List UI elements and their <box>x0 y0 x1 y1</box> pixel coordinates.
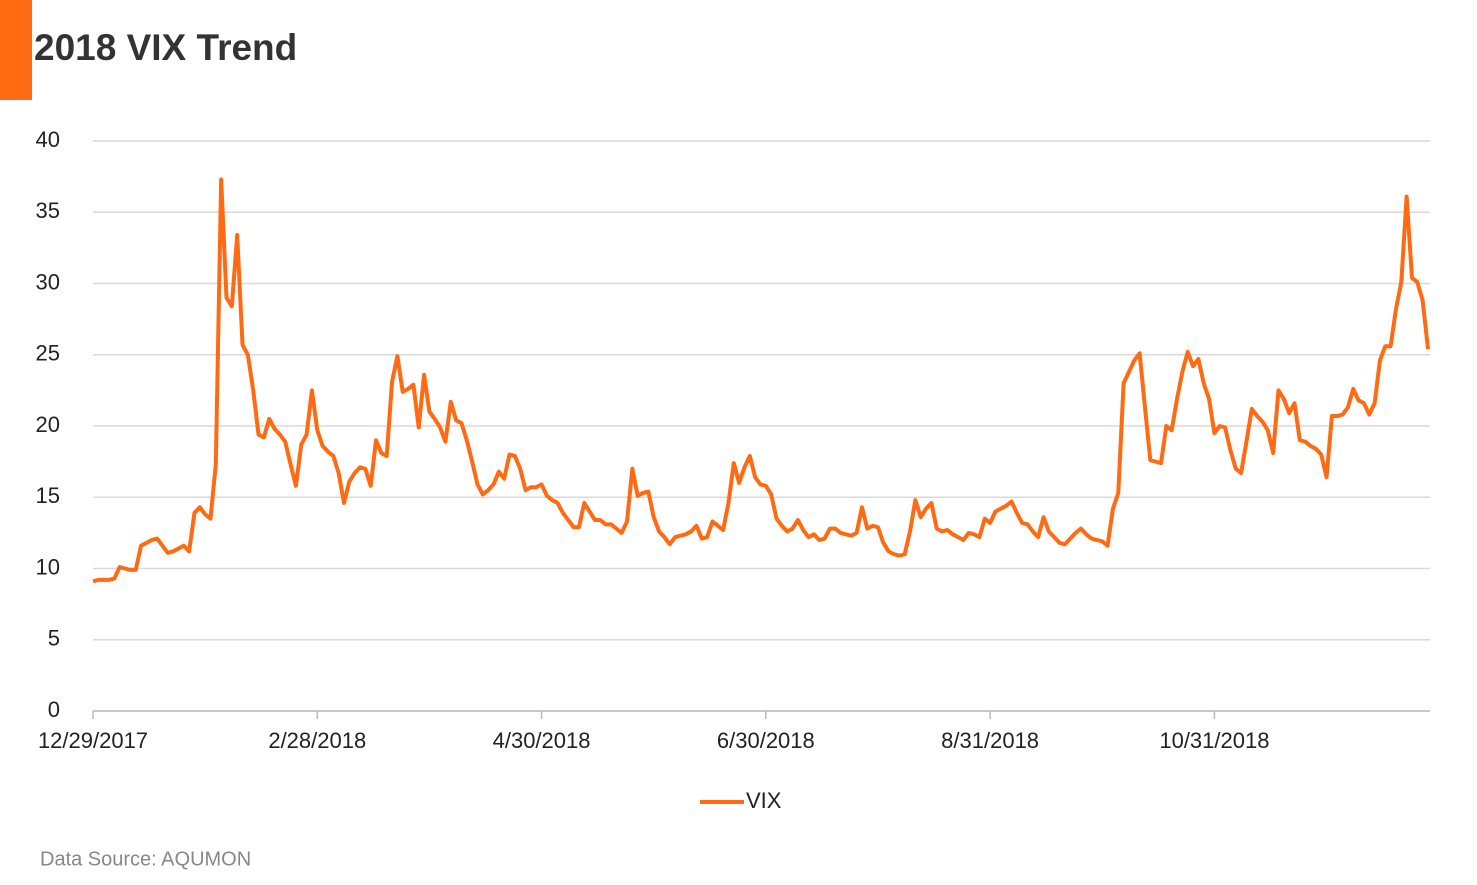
source-note: Data Source: AQUMON <box>40 848 251 870</box>
x-tick-label: 10/31/2018 <box>1159 728 1269 753</box>
y-tick-label: 5 <box>48 626 60 651</box>
y-tick-label: 15 <box>36 483 60 508</box>
legend-label: VIX <box>746 788 782 813</box>
title-accent <box>0 0 32 100</box>
line-series <box>92 177 1430 584</box>
y-tick-label: 40 <box>36 127 60 152</box>
x-tick-label: 8/31/2018 <box>941 728 1039 753</box>
y-tick-label: 30 <box>36 269 60 294</box>
chart-title: 2018 VIX Trend <box>34 27 297 68</box>
y-tick-label: 35 <box>36 198 60 223</box>
y-tick-label: 0 <box>48 697 60 722</box>
x-tick-label: 4/30/2018 <box>493 728 591 753</box>
x-tick-label: 2/28/2018 <box>268 728 366 753</box>
x-tick-label: 6/30/2018 <box>717 728 815 753</box>
y-tick-label: 25 <box>36 341 60 366</box>
y-tick-label: 20 <box>36 412 60 437</box>
x-tick-label: 12/29/2017 <box>38 728 148 753</box>
y-tick-label: 10 <box>36 554 60 579</box>
